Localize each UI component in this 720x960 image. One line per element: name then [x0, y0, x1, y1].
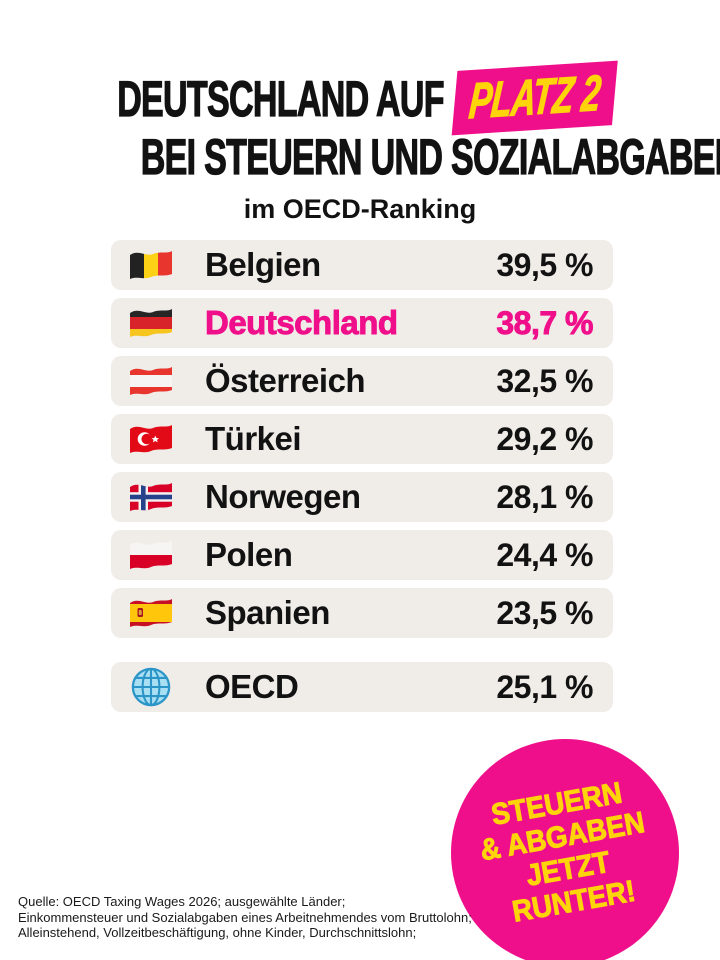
- country-label: Norwegen: [205, 478, 361, 515]
- percentage-value: 32,5 %: [496, 362, 593, 399]
- table-row-oesterreich: Österreich 32,5 %: [111, 356, 613, 406]
- claim-sticker: STEUERN & ABGABEN JETZT RUNTER!: [451, 739, 679, 960]
- percentage-value: 28,1 %: [496, 478, 593, 515]
- source-line: Alleinstehend, Vollzeitbeschäftigung, oh…: [18, 925, 417, 940]
- belgium-flag-icon: [127, 246, 175, 284]
- table-row-oecd: OECD 25,1 %: [111, 662, 613, 712]
- source-note: Quelle: OECD Taxing Wages 2026; ausgewäh…: [18, 894, 472, 941]
- poland-flag-icon: [127, 536, 175, 574]
- norway-flag-icon: [127, 478, 175, 516]
- sticker-text: STEUERN & ABGABEN JETZT RUNTER!: [472, 774, 659, 933]
- country-label: Deutschland: [205, 304, 399, 342]
- country-label: Österreich: [205, 362, 366, 399]
- title-line-1: DEUTSCHLAND AUF PLATZ 2: [0, 60, 720, 136]
- austria-flag-icon: [127, 362, 175, 400]
- title-text-2: BEI STEUERN UND SOZIALABGABEN: [140, 129, 720, 185]
- table-row-belgien: Belgien 39,5 %: [111, 240, 613, 290]
- country-label: Polen: [205, 536, 293, 573]
- percentage-value: 29,2 %: [496, 420, 593, 457]
- source-line: Quelle: OECD Taxing Wages 2026; ausgewäh…: [18, 894, 346, 909]
- table-row-spanien: Spanien 23,5 %: [111, 588, 613, 638]
- source-line: Einkommensteuer und Sozialabgaben eines …: [18, 909, 472, 925]
- percentage-value: 24,4 %: [496, 536, 593, 573]
- table-row-deutschland: Deutschland 38,7 %: [111, 298, 613, 348]
- globe-icon: [127, 667, 175, 707]
- title-line-2: BEI STEUERN UND SOZIALABGABEN: [0, 129, 720, 185]
- percentage-value: 23,5 %: [496, 594, 593, 631]
- turkey-flag-icon: [127, 420, 175, 458]
- country-label: Türkei: [205, 420, 302, 457]
- title-text: DEUTSCHLAND AUF: [117, 71, 445, 127]
- table-row-norwegen: Norwegen 28,1 %: [111, 472, 613, 522]
- platz-2-badge: PLATZ 2: [451, 60, 619, 136]
- country-label: Belgien: [205, 246, 321, 283]
- spain-flag-icon: [127, 594, 175, 632]
- germany-flag-icon: [127, 304, 175, 342]
- percentage-value: 25,1 %: [496, 668, 593, 705]
- subtitle: im OECD-Ranking: [243, 194, 477, 224]
- header: DEUTSCHLAND AUF PLATZ 2 BEI STEUERN UND S…: [0, 60, 720, 225]
- oecd-label: OECD: [205, 668, 299, 705]
- country-label: Spanien: [205, 594, 330, 631]
- ranking-list: Belgien 39,5 % Deutschland 38,7 %: [111, 240, 613, 720]
- table-row-polen: Polen 24,4 %: [111, 530, 613, 580]
- percentage-value: 38,7 %: [496, 304, 594, 341]
- table-row-tuerkei: Türkei 29,2 %: [111, 414, 613, 464]
- percentage-value: 39,5 %: [496, 246, 593, 283]
